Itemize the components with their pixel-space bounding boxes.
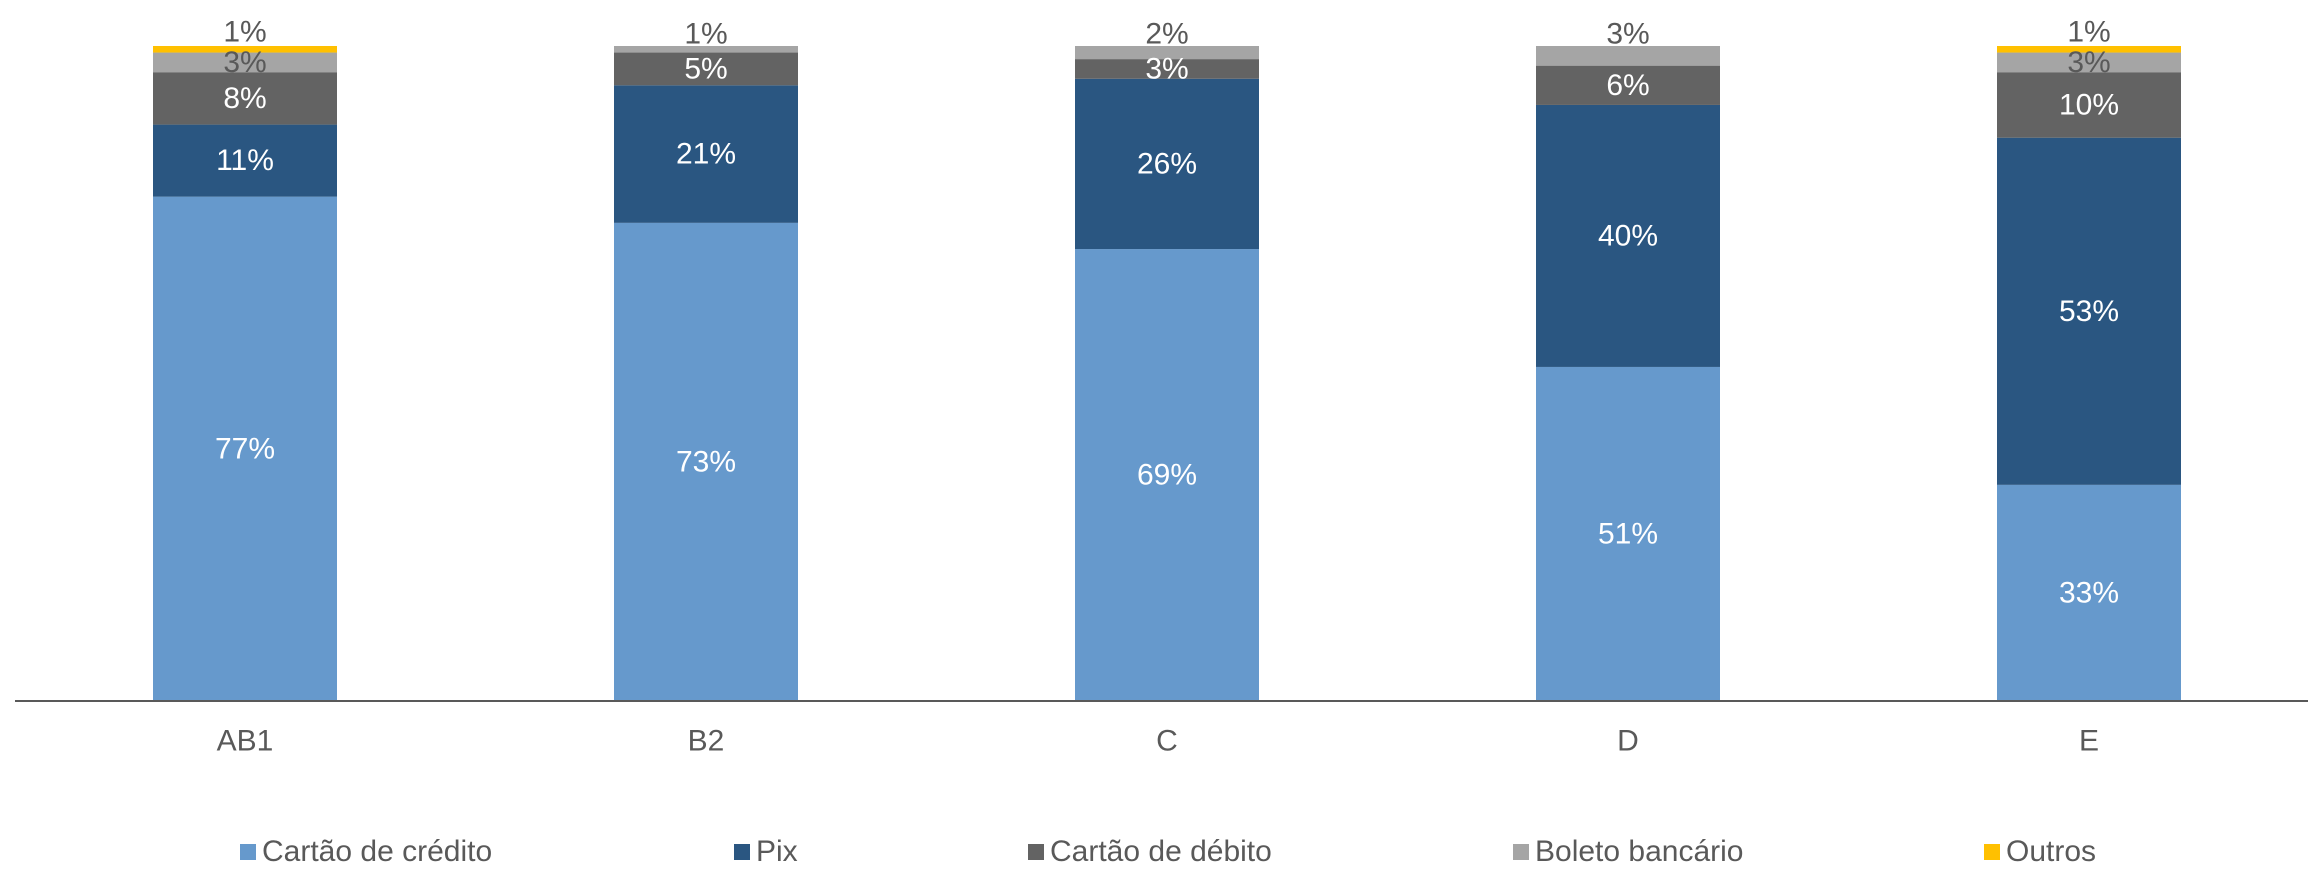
bar-segment — [153, 196, 337, 701]
bar-segment — [1075, 78, 1259, 250]
data-label: 11% — [216, 144, 274, 177]
legend-item: Cartão de débito — [1028, 835, 1272, 869]
legend-label: Cartão de crédito — [262, 835, 493, 868]
data-label: 77% — [215, 432, 275, 465]
data-label: 53% — [2059, 295, 2119, 328]
data-label: 51% — [1598, 517, 1658, 550]
bar-segment — [1997, 46, 2181, 53]
data-label: 2% — [1145, 18, 1188, 51]
legend-swatch — [240, 844, 256, 860]
data-label: 69% — [1137, 459, 1197, 492]
data-label: 1% — [223, 16, 266, 49]
bar-segment — [1536, 46, 1720, 66]
bar-segment — [153, 46, 337, 53]
bar-segment — [614, 46, 798, 53]
legend-swatch — [1984, 844, 2000, 860]
data-label: 1% — [684, 18, 727, 51]
legend-swatch — [734, 844, 750, 860]
legend-item: Boleto bancário — [1513, 835, 1743, 869]
data-label: 10% — [2059, 88, 2119, 121]
data-label: 1% — [2067, 16, 2110, 49]
bar-segment — [1997, 484, 2181, 701]
data-label: 73% — [676, 445, 736, 478]
legend-item: Outros — [1984, 835, 2096, 869]
x-tick-label: B2 — [688, 725, 725, 758]
legend-label: Pix — [756, 835, 798, 868]
x-tick-label: C — [1156, 725, 1178, 758]
bar-segment — [153, 52, 337, 73]
bar-segment — [614, 85, 798, 223]
data-label: 26% — [1137, 147, 1197, 180]
legend: Cartão de crédito Pix Cartão de débito Bole… — [0, 835, 2323, 869]
data-label: 21% — [676, 138, 736, 171]
legend-swatch — [1513, 844, 1529, 860]
bar-segment — [1536, 65, 1720, 105]
data-label: 33% — [2059, 576, 2119, 609]
bar-segment — [1997, 52, 2181, 73]
bar-segment — [1997, 72, 2181, 138]
data-label: 8% — [223, 82, 266, 115]
bar-segment — [153, 72, 337, 125]
bar-segment — [153, 124, 337, 197]
data-label: 3% — [223, 46, 266, 79]
x-tick-label: AB1 — [217, 725, 274, 758]
bar-segment — [1075, 59, 1259, 79]
data-label: 3% — [1145, 52, 1188, 85]
legend-swatch — [1028, 844, 1044, 860]
legend-label: Outros — [2006, 835, 2097, 868]
data-label: 5% — [684, 52, 727, 85]
legend-item: Cartão de crédito — [240, 835, 492, 869]
data-label: 6% — [1606, 69, 1649, 102]
bar-segment — [1536, 104, 1720, 367]
bar-segment — [1997, 137, 2181, 485]
data-label: 3% — [2067, 46, 2110, 79]
data-label: 3% — [1606, 18, 1649, 51]
data-label: 40% — [1598, 219, 1658, 252]
bar-segment — [1075, 46, 1259, 60]
legend-label: Cartão de débito — [1050, 835, 1272, 868]
bar-segment — [1075, 249, 1259, 702]
bar-segment — [614, 222, 798, 701]
bar-segment — [1536, 366, 1720, 701]
legend-label: Boleto bancário — [1535, 835, 1744, 868]
bar-segment — [614, 52, 798, 86]
legend-item: Pix — [734, 835, 798, 869]
x-tick-label: D — [1617, 725, 1639, 758]
x-tick-label: E — [2079, 725, 2099, 758]
